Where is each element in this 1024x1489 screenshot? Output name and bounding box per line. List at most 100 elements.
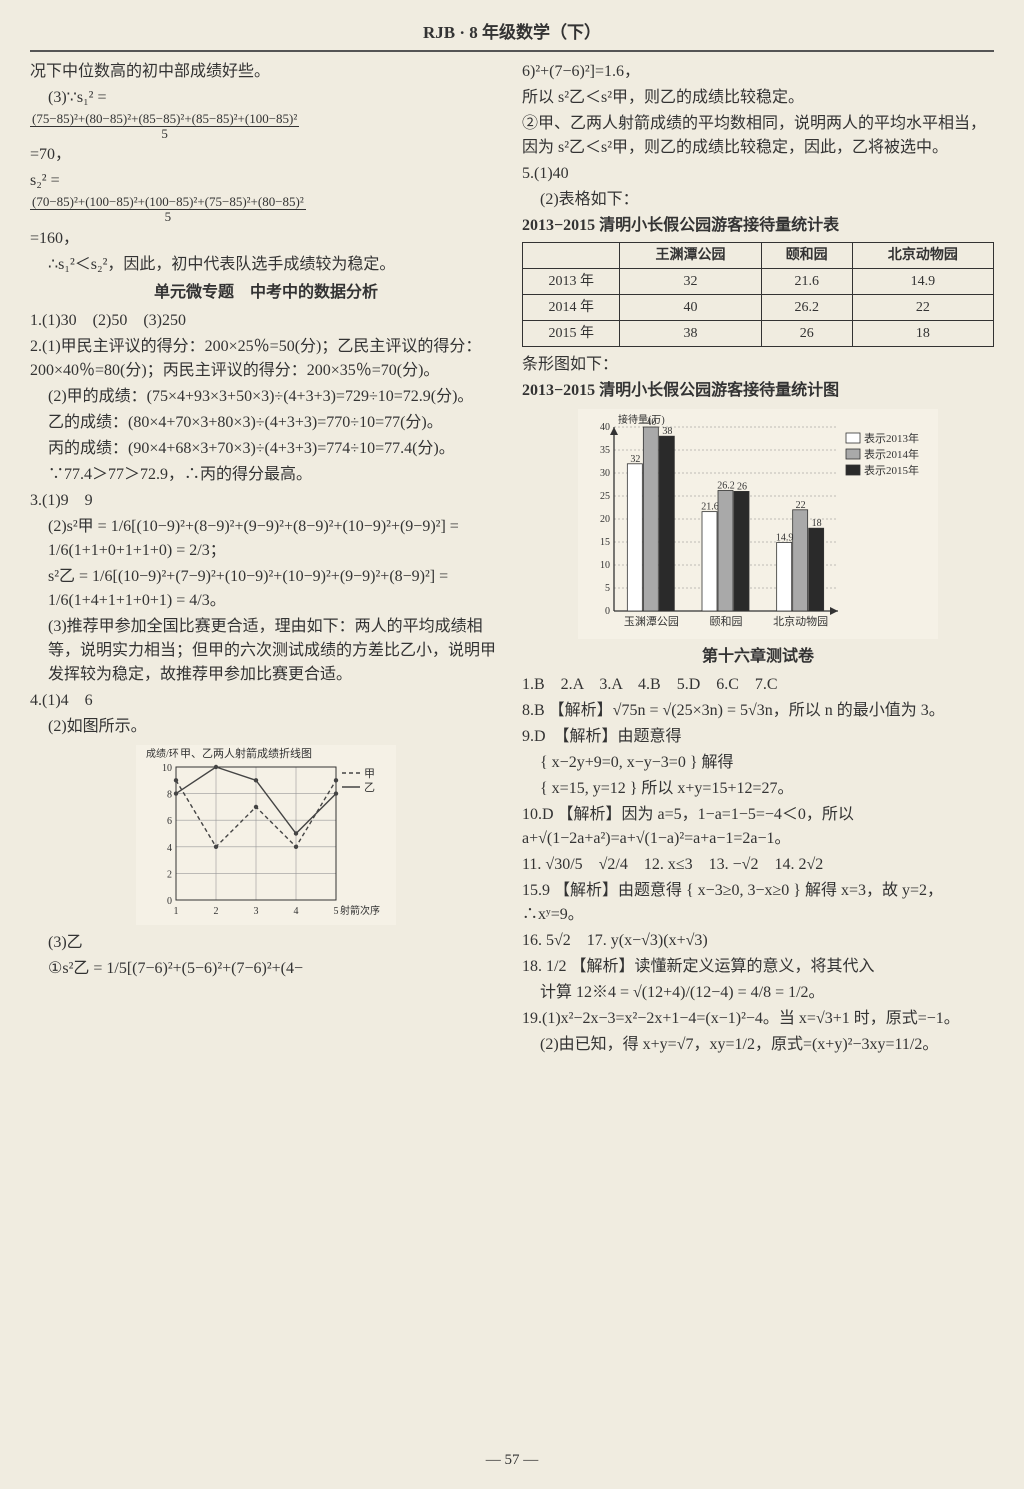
answer-item: (3)乙 [30, 931, 502, 955]
fraction-numerator: (75−85)²+(80−85)²+(85−85)²+(85−85)²+(100… [30, 112, 299, 127]
text-line: =70， [30, 143, 502, 167]
answer-item: ①s²乙 = 1/5[(7−6)²+(5−6)²+(7−6)²+(4− [30, 957, 502, 981]
table-header-cell: 颐和园 [761, 242, 852, 268]
svg-text:40: 40 [600, 422, 610, 433]
fraction: (70−85)²+(100−85)²+(100−85)²+(75−85)²+(8… [30, 195, 306, 225]
svg-text:10: 10 [600, 560, 610, 571]
svg-text:5: 5 [605, 583, 610, 594]
answer-item: 19.(1)x²−2x−3=x²−2x+1−4=(x−1)²−4。当 x=√3+… [522, 1007, 994, 1031]
svg-text:表示2013年: 表示2013年 [864, 431, 919, 445]
text-line: 6)²+(7−6)²]=1.6， [522, 60, 994, 84]
table-header-cell [523, 242, 620, 268]
svg-text:0: 0 [167, 896, 172, 907]
table-cell: 38 [620, 320, 761, 346]
answer-item: 16. 5√2 17. y(x−√3)(x+√3) [522, 929, 994, 953]
bar-chart-container: 0510152025303540接待量(万)324038玉渊潭公园21.626.… [522, 409, 994, 639]
answer-item: (2)由已知，得 x+y=√7，xy=1/2，原式=(x+y)²−3xy=11/… [522, 1033, 994, 1057]
text-line: ②甲、乙两人射箭成绩的平均数相同，说明两人的平均水平相当，因为 s²乙＜s²甲，… [522, 112, 994, 160]
svg-text:北京动物园: 北京动物园 [773, 614, 828, 628]
fraction: (75−85)²+(80−85)²+(85−85)²+(85−85)²+(100… [30, 112, 299, 142]
section-heading: 第十六章测试卷 [522, 645, 994, 669]
svg-text:4: 4 [294, 906, 299, 917]
svg-text:甲: 甲 [364, 768, 375, 780]
svg-text:4: 4 [167, 842, 172, 853]
answer-item: 4.(1)4 6 [30, 689, 502, 713]
text-line: 条形图如下： [522, 353, 994, 377]
answer-item: { x−2y+9=0, x−y−3=0 } 解得 [522, 751, 994, 775]
table-cell: 40 [620, 294, 761, 320]
table-header-row: 王渊潭公园 颐和园 北京动物园 [523, 242, 994, 268]
table-cell: 32 [620, 268, 761, 294]
svg-text:表示2014年: 表示2014年 [864, 447, 919, 461]
svg-text:21.6: 21.6 [701, 501, 719, 512]
text-line: =160， [30, 227, 502, 251]
answer-item: 2.(1)甲民主评议的得分：200×25％=50(分)；乙民主评议的得分：200… [30, 335, 502, 383]
svg-text:0: 0 [605, 606, 610, 617]
svg-text:38: 38 [662, 426, 672, 437]
svg-text:成绩/环: 成绩/环 [146, 747, 179, 760]
svg-text:颐和园: 颐和园 [710, 615, 743, 628]
svg-text:20: 20 [600, 514, 610, 525]
svg-text:表示2015年: 表示2015年 [864, 463, 919, 477]
line-chart-container: 024681012345甲、乙两人射箭成绩折线图成绩/环射箭次序甲乙 [30, 745, 502, 925]
page-header: RJB · 8 年级数学（下） [30, 20, 994, 52]
answer-item: 18. 1/2 【解析】读懂新定义运算的意义，将其代入 [522, 955, 994, 979]
svg-text:35: 35 [600, 445, 610, 456]
svg-text:26: 26 [737, 481, 747, 492]
two-column-layout: 况下中位数高的初中部成绩好些。 (3)∵s₁² = (75−85)²+(80−8… [30, 60, 994, 1059]
svg-text:10: 10 [162, 763, 172, 774]
table-cell: 2013 年 [523, 268, 620, 294]
table-header-cell: 北京动物园 [852, 242, 993, 268]
svg-text:25: 25 [600, 491, 610, 502]
svg-text:2: 2 [214, 906, 219, 917]
svg-text:26.2: 26.2 [717, 480, 735, 491]
svg-text:30: 30 [600, 468, 610, 479]
answer-item: 3.(1)9 9 [30, 489, 502, 513]
svg-text:18: 18 [812, 518, 822, 529]
table-cell: 22 [852, 294, 993, 320]
left-column: 况下中位数高的初中部成绩好些。 (3)∵s₁² = (75−85)²+(80−8… [30, 60, 502, 1059]
answer-item: 10.D 【解析】因为 a=5，1−a=1−5=−4＜0，所以 a+√(1−2a… [522, 803, 994, 851]
answer-item: 15.9 【解析】由题意得 { x−3≥0, 3−x≥0 } 解得 x=3，故 … [522, 879, 994, 927]
svg-text:32: 32 [630, 453, 640, 464]
fraction-denominator: 5 [30, 210, 306, 224]
table-row: 2015 年 38 26 18 [523, 320, 994, 346]
answer-item: 8.B 【解析】√75n = √(25×3n) = 5√3n，所以 n 的最小值… [522, 699, 994, 723]
table-title: 2013−2015 清明小长假公园游客接待量统计表 [522, 214, 994, 238]
svg-text:40: 40 [646, 417, 656, 428]
chart-title: 2013−2015 清明小长假公园游客接待量统计图 [522, 379, 994, 403]
svg-text:1: 1 [174, 906, 179, 917]
answer-item: (3)推荐甲参加全国比赛更合适，理由如下：两人的平均成绩相等，说明实力相当；但甲… [30, 615, 502, 687]
svg-text:接待量(万): 接待量(万) [618, 413, 665, 426]
text-line: s₂² = [30, 169, 502, 193]
text-line: ∴s₁²＜s₂²，因此，初中代表队选手成绩较为稳定。 [30, 253, 502, 277]
section-heading: 单元微专题 中考中的数据分析 [30, 281, 502, 305]
bar-chart: 0510152025303540接待量(万)324038玉渊潭公园21.626.… [578, 409, 938, 639]
fraction-denominator: 5 [30, 127, 299, 141]
svg-text:8: 8 [167, 789, 172, 800]
answer-item: (2)s²甲 = 1/6[(10−9)²+(8−9)²+(9−9)²+(8−9)… [30, 515, 502, 563]
fraction-line: (70−85)²+(100−85)²+(100−85)²+(75−85)²+(8… [30, 195, 502, 225]
answer-line: 1.B 2.A 3.A 4.B 5.D 6.C 7.C [522, 673, 994, 697]
statistics-table: 王渊潭公园 颐和园 北京动物园 2013 年 32 21.6 14.9 2014… [522, 242, 994, 347]
svg-text:14.9: 14.9 [776, 532, 794, 543]
answer-item: 计算 12※4 = √(12+4)/(12−4) = 4/8 = 1/2。 [522, 981, 994, 1005]
svg-text:3: 3 [254, 906, 259, 917]
table-cell: 21.6 [761, 268, 852, 294]
answer-item: (2)甲的成绩：(75×4+93×3+50×3)÷(4+3+3)=729÷10=… [30, 385, 502, 409]
text-line: (3)∵s₁² = [30, 86, 502, 110]
answer-item: 9.D 【解析】由题意得 [522, 725, 994, 749]
svg-text:6: 6 [167, 816, 172, 827]
answer-item: s²乙 = 1/6[(10−9)²+(7−9)²+(10−9)²+(10−9)²… [30, 565, 502, 613]
svg-text:2: 2 [167, 869, 172, 880]
svg-text:玉渊潭公园: 玉渊潭公园 [624, 615, 679, 628]
text-line: 所以 s²乙＜s²甲，则乙的成绩比较稳定。 [522, 86, 994, 110]
table-cell: 18 [852, 320, 993, 346]
table-cell: 2014 年 [523, 294, 620, 320]
text-line: 况下中位数高的初中部成绩好些。 [30, 60, 502, 84]
answer-item: 5.(1)40 [522, 162, 994, 186]
answer-item: (2)如图所示。 [30, 715, 502, 739]
answer-item: { x=15, y=12 } 所以 x+y=15+12=27。 [522, 777, 994, 801]
svg-text:射箭次序: 射箭次序 [340, 904, 380, 917]
answer-item: 乙的成绩：(80×4+70×3+80×3)÷(4+3+3)=770÷10=77(… [30, 411, 502, 435]
